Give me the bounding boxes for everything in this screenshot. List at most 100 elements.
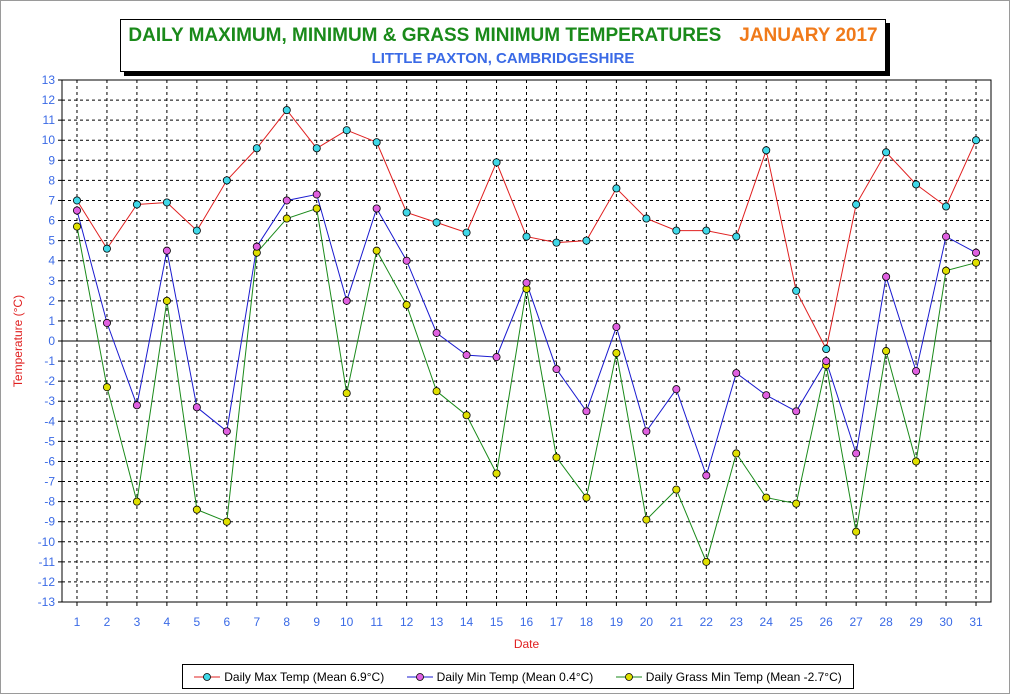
y-tick-label: 3 [48, 274, 55, 288]
y-tick-label: -8 [44, 495, 55, 509]
y-tick-label: 6 [48, 214, 55, 228]
legend-swatch-max [194, 672, 221, 681]
data-point-min [402, 256, 411, 265]
y-tick-label: -4 [44, 414, 55, 428]
x-tick-label: 29 [909, 615, 923, 629]
data-point-max [642, 214, 651, 223]
x-tick-label: 17 [550, 615, 564, 629]
x-tick-label: 19 [610, 615, 624, 629]
legend-item-grass: Daily Grass Min Temp (Mean -2.7°C) [615, 669, 842, 684]
x-tick-label: 7 [253, 615, 260, 629]
y-tick-label: -1 [44, 354, 55, 368]
data-point-min [72, 206, 81, 215]
data-point-min [792, 407, 801, 416]
data-point-max [762, 146, 771, 155]
data-point-grass [462, 411, 471, 420]
y-tick-label: 2 [48, 294, 55, 308]
data-point-max [582, 236, 591, 245]
data-point-grass [972, 258, 981, 267]
data-point-grass [912, 457, 921, 466]
x-tick-label: 18 [580, 615, 594, 629]
data-point-max [882, 148, 891, 157]
y-tick-label: -9 [44, 515, 55, 529]
y-tick-label: -5 [44, 434, 55, 448]
data-point-max [462, 228, 471, 237]
legend-label-min: Daily Min Temp (Mean 0.4°C) [436, 669, 594, 684]
data-point-max [72, 196, 81, 205]
data-point-max [192, 226, 201, 235]
data-point-max [222, 176, 231, 185]
data-point-grass [582, 493, 591, 502]
data-point-max [492, 158, 501, 167]
data-point-min [642, 427, 651, 436]
x-tick-label: 14 [460, 615, 474, 629]
y-tick-label: 12 [42, 93, 56, 107]
data-point-min [732, 369, 741, 378]
data-point-min [582, 407, 591, 416]
data-point-grass [402, 300, 411, 309]
x-tick-label: 2 [104, 615, 111, 629]
x-tick-label: 5 [194, 615, 201, 629]
legend: Daily Max Temp (Mean 6.9°C) Daily Min Te… [182, 664, 854, 689]
x-tick-label: 13 [430, 615, 444, 629]
data-point-grass [132, 497, 141, 506]
x-tick-label: 20 [640, 615, 654, 629]
y-tick-label: -12 [38, 575, 56, 589]
data-point-max [522, 232, 531, 241]
y-tick-label: -11 [39, 555, 56, 569]
y-tick-label: 10 [42, 133, 56, 147]
data-point-max [342, 126, 351, 135]
x-tick-label: 6 [223, 615, 230, 629]
y-tick-label: 11 [43, 113, 56, 127]
data-point-min [222, 427, 231, 436]
data-point-max [702, 226, 711, 235]
data-point-max [372, 138, 381, 147]
chart-title-date: JANUARY 2017 [739, 25, 878, 46]
x-tick-label: 26 [819, 615, 833, 629]
data-point-min [282, 196, 291, 205]
data-point-max [942, 202, 951, 211]
data-point-min [912, 367, 921, 376]
data-point-min [822, 357, 831, 366]
y-tick-label: -10 [38, 535, 56, 549]
legend-item-min: Daily Min Temp (Mean 0.4°C) [406, 669, 594, 684]
y-tick-label: -6 [44, 454, 55, 468]
y-tick-label: -3 [44, 394, 55, 408]
data-point-max [912, 180, 921, 189]
legend-label-max: Daily Max Temp (Mean 6.9°C) [224, 669, 385, 684]
x-tick-label: 8 [283, 615, 290, 629]
data-point-grass [642, 515, 651, 524]
data-point-min [342, 296, 351, 305]
data-point-min [102, 318, 111, 327]
y-tick-label: 1 [48, 314, 55, 328]
data-point-grass [372, 246, 381, 255]
x-tick-label: 28 [879, 615, 893, 629]
legend-label-grass: Daily Grass Min Temp (Mean -2.7°C) [645, 669, 842, 684]
x-tick-label: 23 [730, 615, 744, 629]
data-point-grass [732, 449, 741, 458]
data-point-max [612, 184, 621, 193]
x-tick-label: 21 [670, 615, 684, 629]
data-point-min [312, 190, 321, 199]
data-point-max [972, 136, 981, 145]
y-tick-label: 5 [48, 234, 55, 248]
x-tick-label: 31 [969, 615, 983, 629]
data-point-grass [282, 214, 291, 223]
data-point-grass [312, 204, 321, 213]
data-point-grass [432, 387, 441, 396]
data-point-grass [762, 493, 771, 502]
x-tick-label: 4 [164, 615, 171, 629]
data-point-grass [222, 517, 231, 526]
data-point-min [252, 242, 261, 251]
x-tick-label: 1 [74, 615, 81, 629]
legend-swatch-grass [615, 672, 642, 681]
data-point-min [882, 272, 891, 281]
data-point-min [462, 351, 471, 360]
data-point-min [192, 403, 201, 412]
data-point-max [402, 208, 411, 217]
data-point-grass [162, 296, 171, 305]
x-tick-label: 25 [790, 615, 804, 629]
y-tick-label: 7 [48, 193, 55, 207]
x-tick-label: 22 [700, 615, 714, 629]
y-tick-label: 9 [48, 153, 55, 167]
